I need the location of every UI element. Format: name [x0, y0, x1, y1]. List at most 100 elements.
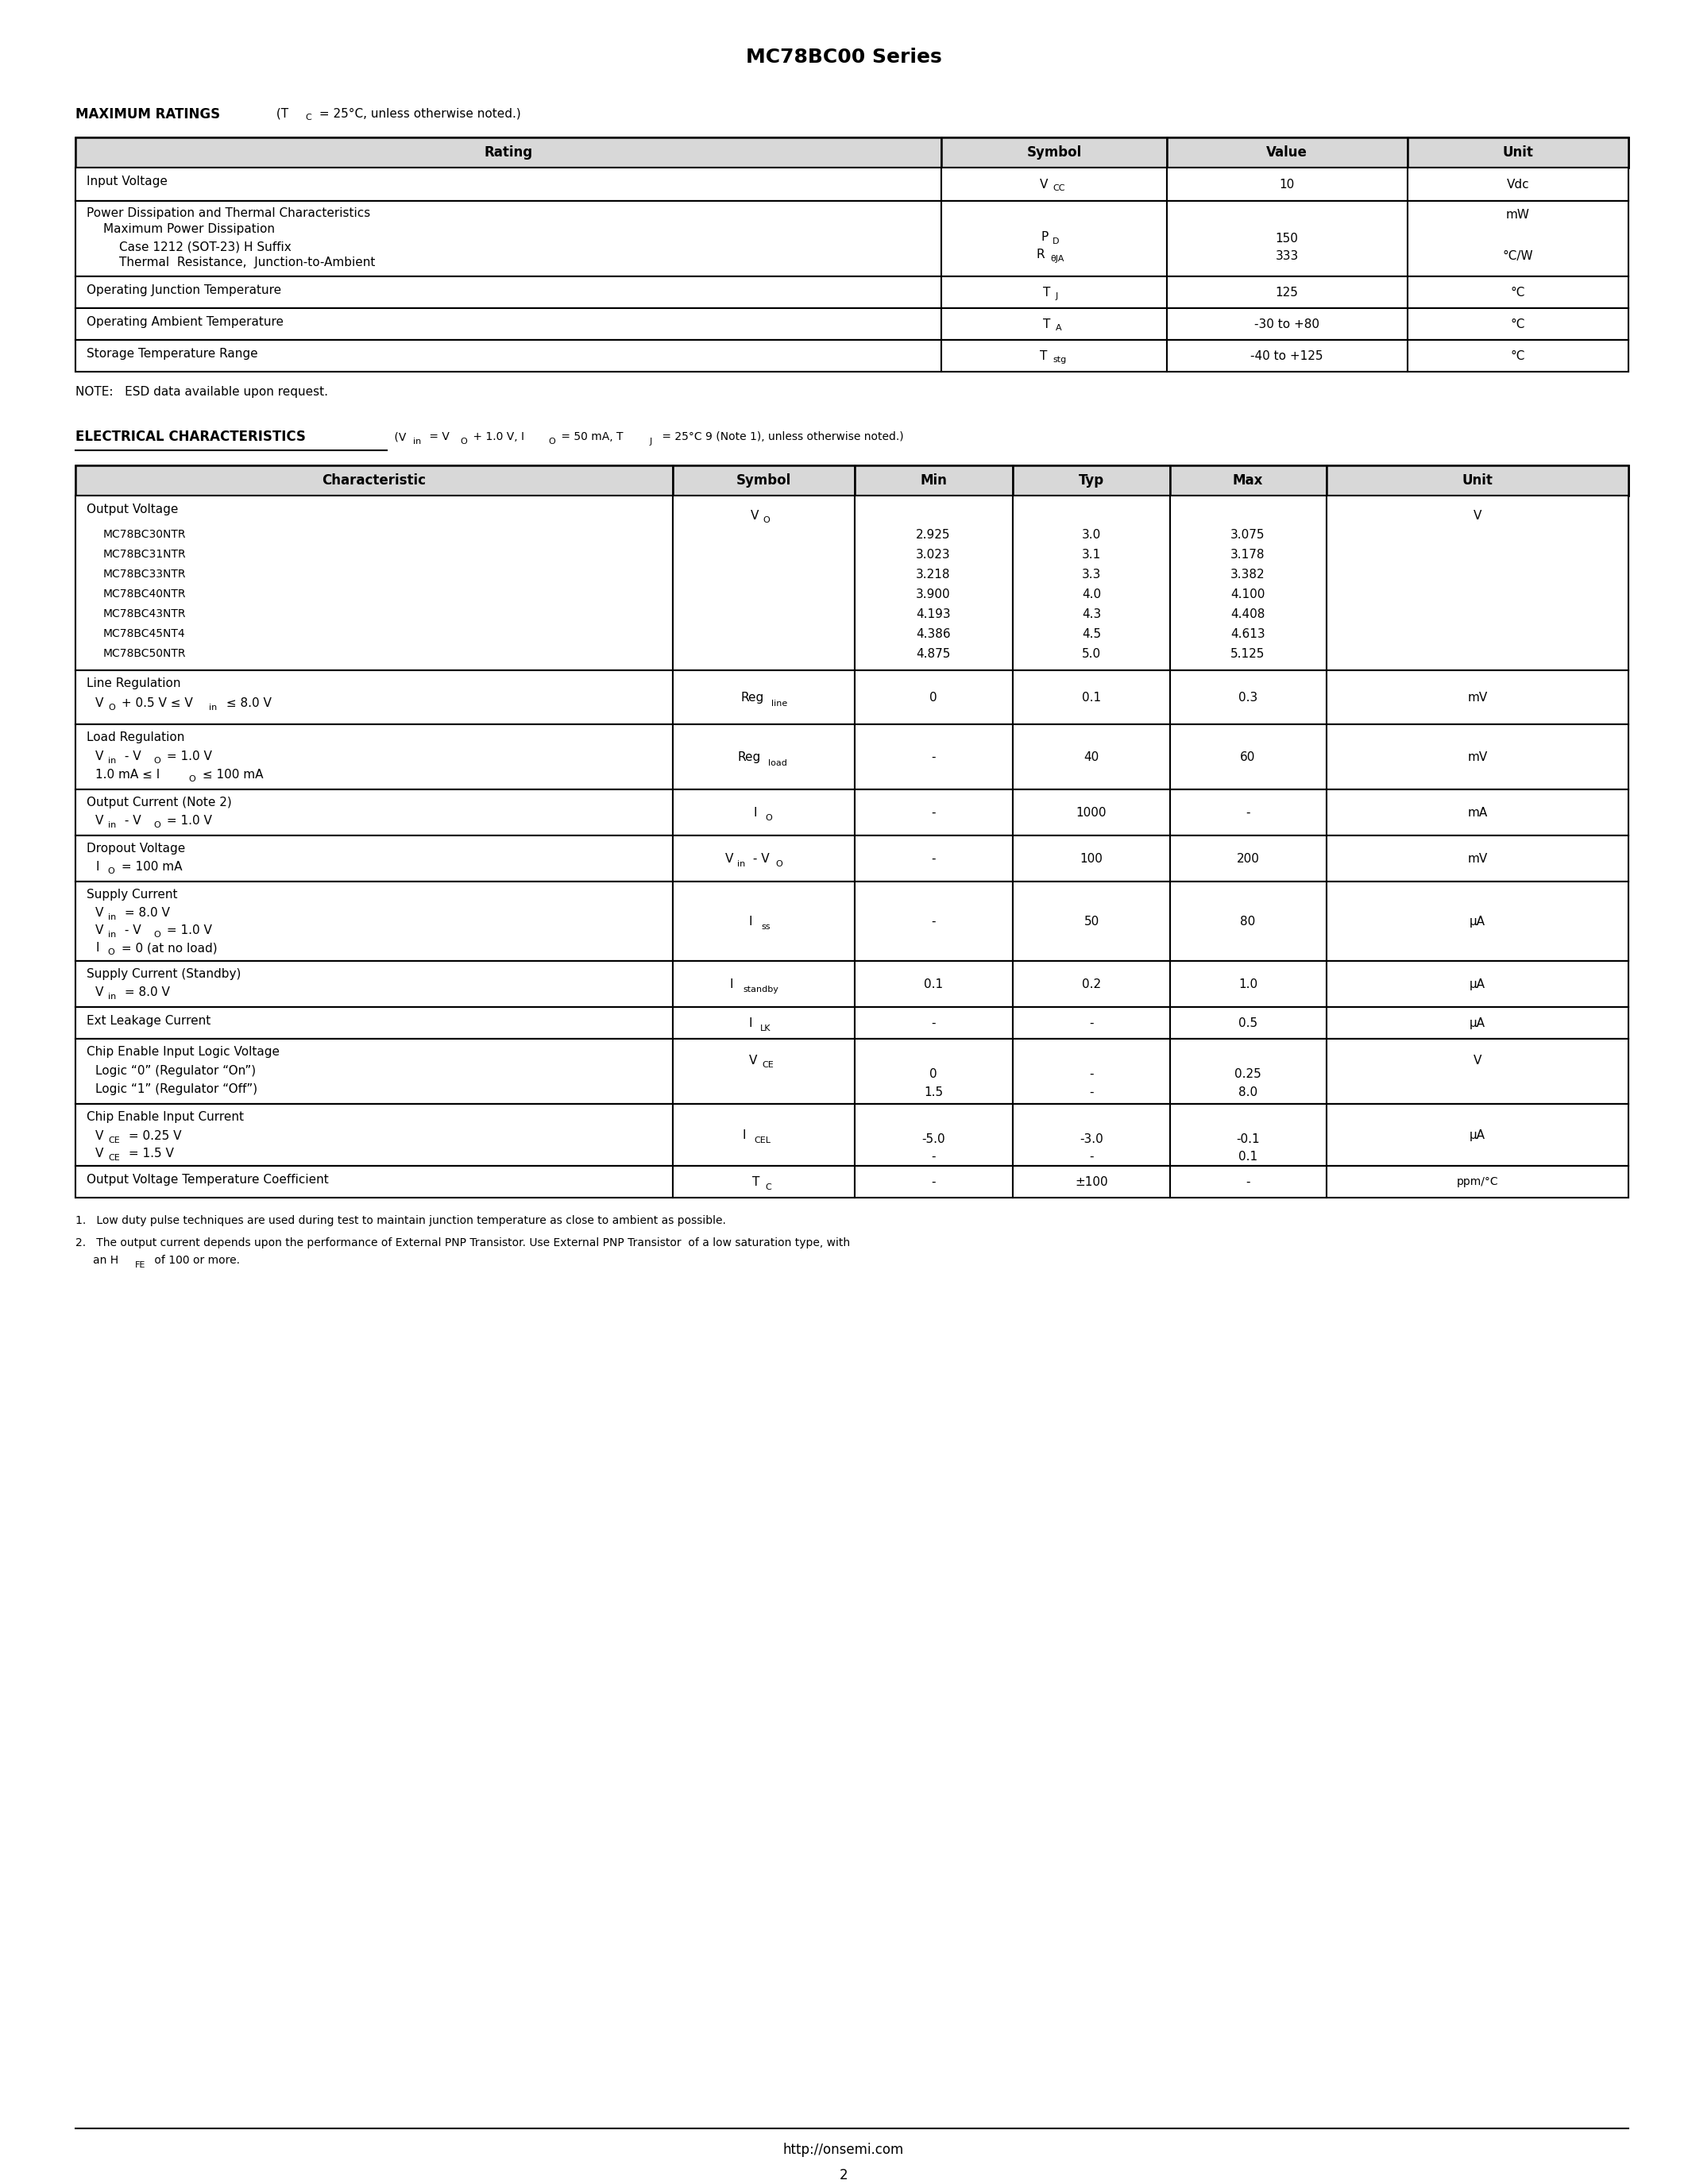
Text: in: in [108, 821, 116, 830]
Text: = 1.0 V: = 1.0 V [162, 924, 213, 937]
Text: Power Dissipation and Thermal Characteristics: Power Dissipation and Thermal Characteri… [86, 207, 370, 218]
Text: mA: mA [1467, 806, 1487, 819]
Text: Output Voltage: Output Voltage [86, 505, 179, 515]
Text: (V: (V [392, 430, 407, 443]
Text: Case 1212 (SOT-23) H Suffix: Case 1212 (SOT-23) H Suffix [120, 240, 292, 253]
Text: MC78BC43NTR: MC78BC43NTR [103, 609, 186, 620]
Text: - V: - V [122, 815, 142, 828]
Bar [942, 138, 1166, 168]
Text: in: in [108, 994, 116, 1000]
Text: R: R [1036, 249, 1045, 260]
Text: I: I [749, 1018, 753, 1029]
Bar [1013, 1007, 1170, 1040]
Text: O: O [108, 703, 115, 712]
Text: Logic “1” (Regulator “Off”): Logic “1” (Regulator “Off”) [95, 1083, 258, 1094]
Bar [854, 670, 1013, 725]
Text: 2.   The output current depends upon the performance of External PNP Transistor.: 2. The output current depends upon the p… [76, 1238, 851, 1249]
Bar [854, 836, 1013, 882]
Text: I: I [743, 1129, 746, 1140]
Text: 1.   Low duty pulse techniques are used during test to maintain junction tempera: 1. Low duty pulse techniques are used du… [76, 1214, 726, 1225]
Text: I: I [755, 806, 758, 819]
Bar [1166, 308, 1408, 341]
Text: 1.5: 1.5 [923, 1085, 944, 1099]
Text: μA: μA [1470, 1129, 1485, 1140]
Bar [76, 308, 942, 341]
Text: ≤ 8.0 V: ≤ 8.0 V [223, 697, 272, 710]
Text: -: - [1089, 1151, 1094, 1162]
Text: 5.125: 5.125 [1231, 649, 1266, 660]
Text: MC78BC33NTR: MC78BC33NTR [103, 568, 186, 579]
Bar [76, 277, 942, 308]
Text: P: P [1041, 232, 1048, 242]
Text: Maximum Power Dissipation: Maximum Power Dissipation [103, 223, 275, 236]
Text: = 1.0 V: = 1.0 V [162, 815, 213, 828]
Bar [1166, 201, 1408, 277]
Bar [674, 961, 854, 1007]
Bar [854, 1103, 1013, 1166]
Bar [1327, 961, 1629, 1007]
Text: an H: an H [93, 1256, 118, 1267]
Bar [1013, 496, 1170, 670]
Bar [76, 788, 674, 836]
Text: -: - [932, 915, 935, 928]
Bar [854, 961, 1013, 1007]
Text: 4.613: 4.613 [1231, 629, 1266, 640]
Text: MC78BC31NTR: MC78BC31NTR [103, 548, 186, 559]
Bar [674, 1040, 854, 1103]
Text: -: - [932, 1151, 935, 1162]
Text: J: J [650, 437, 652, 446]
Text: °C: °C [1511, 286, 1526, 299]
Text: 2.925: 2.925 [917, 529, 950, 542]
Text: 200: 200 [1236, 852, 1259, 865]
Text: = 0.25 V: = 0.25 V [125, 1129, 182, 1142]
Text: V: V [95, 751, 103, 762]
Text: 1.0: 1.0 [1239, 978, 1258, 989]
Bar [1013, 1040, 1170, 1103]
Bar [674, 725, 854, 788]
Bar [76, 836, 674, 882]
Bar [1013, 670, 1170, 725]
Bar [1013, 882, 1170, 961]
Bar [854, 496, 1013, 670]
Text: T: T [1043, 319, 1050, 330]
Text: of 100 or more.: of 100 or more. [150, 1256, 240, 1267]
Bar [674, 1007, 854, 1040]
Bar [76, 961, 1629, 1007]
Bar [76, 788, 1629, 836]
Text: Typ: Typ [1079, 474, 1104, 487]
Text: Line Regulation: Line Regulation [86, 677, 181, 690]
Bar [1170, 1166, 1327, 1197]
Text: 3.0: 3.0 [1082, 529, 1101, 542]
Bar [76, 465, 674, 496]
Text: O: O [775, 860, 782, 867]
Bar [942, 308, 1166, 341]
Bar [76, 465, 1629, 496]
Text: LK: LK [760, 1024, 771, 1033]
Text: in: in [108, 913, 116, 922]
Bar [854, 788, 1013, 836]
Bar [76, 1040, 674, 1103]
Bar [76, 1007, 1629, 1040]
Text: mV: mV [1467, 692, 1487, 703]
Text: 3.023: 3.023 [917, 548, 950, 561]
Text: CEL: CEL [755, 1136, 770, 1144]
Text: A: A [1055, 323, 1062, 332]
Bar [1327, 788, 1629, 836]
Text: Unit: Unit [1502, 146, 1533, 159]
Text: -: - [1089, 1068, 1094, 1081]
Text: in: in [209, 703, 218, 712]
Text: μA: μA [1470, 915, 1485, 928]
Bar [76, 496, 1629, 670]
Text: -: - [932, 1018, 935, 1029]
Bar [674, 670, 854, 725]
Text: I: I [95, 941, 100, 954]
Text: = 25°C, unless otherwise noted.): = 25°C, unless otherwise noted.) [316, 107, 522, 120]
Text: Vdc: Vdc [1507, 179, 1529, 190]
Text: T: T [753, 1175, 760, 1188]
Text: - V: - V [122, 924, 142, 937]
Bar [1166, 168, 1408, 201]
Bar [1013, 836, 1170, 882]
Bar [1408, 277, 1629, 308]
Bar [1013, 725, 1170, 788]
Bar [76, 1103, 1629, 1166]
